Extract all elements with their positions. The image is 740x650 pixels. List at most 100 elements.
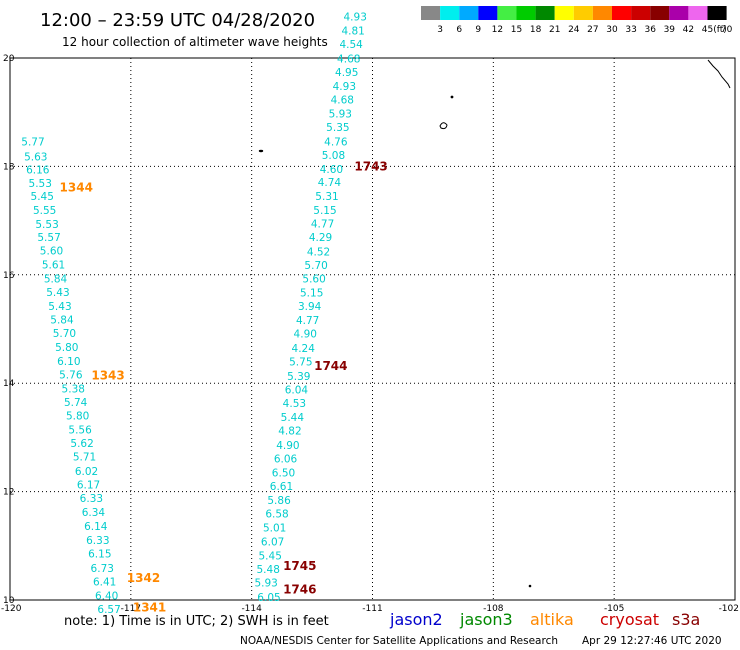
swh-value-label: 5.93	[254, 577, 277, 589]
swh-value-label: 5.38	[62, 383, 85, 395]
swh-value-label: 5.71	[73, 452, 96, 464]
swh-value-label: 5.48	[257, 564, 280, 576]
swh-value-label: 5.53	[35, 219, 58, 231]
color-scale-label: 36	[644, 25, 656, 35]
pass-time-label: 1745	[283, 559, 316, 573]
color-scale-swatch	[669, 6, 689, 20]
swh-value-label: 5.55	[33, 205, 56, 217]
swh-value-label: 6.33	[80, 493, 103, 505]
satellite-legend-item: jason2	[389, 610, 443, 629]
y-axis-tick-labels: 20 18 16 14 12 10	[3, 54, 15, 606]
color-scale-swatch	[707, 6, 727, 20]
swh-value-label: 5.15	[313, 205, 336, 217]
swh-value-label: 5.39	[287, 371, 310, 383]
color-scale-swatch	[650, 6, 670, 20]
swh-value-label: 4.74	[318, 177, 342, 189]
color-scale-swatch	[440, 6, 460, 20]
swh-value-label: 5.70	[53, 328, 76, 340]
color-scale-label: 21	[549, 25, 560, 35]
island-dot	[450, 95, 454, 99]
swh-value-label: 4.29	[309, 232, 332, 244]
swh-value-label: 6.10	[57, 356, 80, 368]
swh-value-label: 6.15	[88, 549, 111, 561]
satellite-legend-item: jason3	[459, 610, 513, 629]
swh-value-label: 5.35	[326, 122, 349, 134]
island-dot	[258, 149, 264, 153]
swh-value-label: 5.57	[37, 232, 60, 244]
swh-value-label: 4.95	[335, 67, 358, 79]
coastline-features	[258, 59, 731, 588]
plot-area: -120 -117 -114 -111 -108 -105 -102 20 18 16 14 12 1…	[1, 12, 739, 616]
swh-value-label: 5.62	[70, 438, 93, 450]
swh-value-label: 4.24	[292, 343, 316, 355]
x-tick-label: -117	[121, 604, 141, 614]
pass-time-label: 1343	[91, 368, 124, 382]
color-scale-swatch	[459, 6, 479, 20]
swh-value-labels: 5.775.636.165.535.455.555.535.575.605.61…	[21, 12, 367, 616]
color-scale-swatch	[573, 6, 593, 20]
swh-value-label: 4.68	[337, 53, 360, 65]
pass-time-label: 1744	[314, 359, 347, 373]
pass-time-label: 1746	[283, 582, 316, 596]
swh-value-label: 6.14	[84, 521, 108, 533]
swh-value-label: 6.40	[95, 590, 118, 602]
x-tick-label: -102	[719, 604, 739, 614]
color-scale-legend: 3 6 9 12 15 18 21 24 27 30 33 36 39 42 45 70(ft)	[421, 6, 733, 35]
pass-time-label: 1743	[354, 160, 387, 174]
swh-value-label: 6.06	[274, 453, 298, 465]
island-outline	[439, 122, 448, 130]
swh-value-label: 4.76	[324, 136, 348, 148]
color-scale-swatch	[478, 6, 498, 20]
swh-value-label: 4.93	[344, 12, 367, 24]
swh-value-label: 5.84	[44, 273, 68, 285]
color-scale-label: 30	[606, 25, 618, 35]
swh-value-label: 5.53	[29, 178, 52, 190]
color-scale-label: 27	[587, 25, 598, 35]
swh-value-label: 5.86	[267, 495, 291, 507]
pass-time-label: 1341	[133, 600, 166, 614]
swh-value-label: 6.73	[91, 563, 114, 575]
pass-time-label: 1344	[60, 180, 93, 194]
color-scale-label: 15	[511, 25, 522, 35]
swh-value-label: 5.84	[50, 315, 74, 327]
swh-value-label: 4.77	[296, 315, 319, 327]
pass-time-labels: 1344 1343 1342 1341 1743 1744 1745 1746	[60, 160, 388, 615]
color-scale-swatch	[497, 6, 517, 20]
x-tick-label: -120	[1, 604, 22, 614]
color-scale-swatch	[612, 6, 632, 20]
swh-value-label: 6.50	[272, 467, 295, 479]
x-tick-label: -114	[241, 604, 262, 614]
swh-value-label: 4.53	[283, 398, 306, 410]
y-tick-label: 12	[3, 488, 14, 498]
swh-value-label: 6.04	[285, 384, 309, 396]
color-scale-swatch	[631, 6, 651, 20]
swh-value-label: 6.33	[86, 535, 109, 547]
swh-value-label: 5.56	[68, 425, 92, 437]
color-scale-label: 39	[664, 25, 676, 35]
swh-value-label: 6.05	[257, 592, 280, 604]
color-scale-label: 33	[625, 25, 636, 35]
color-scale-swatch	[688, 6, 708, 20]
y-tick-label: 14	[3, 379, 15, 389]
swh-value-label: 5.61	[42, 259, 65, 271]
swh-value-label: 5.01	[263, 523, 286, 535]
swh-value-label: 5.75	[289, 356, 312, 368]
chart-title: 12:00 – 23:59 UTC 04/28/2020	[40, 10, 315, 31]
color-scale-label: 3	[437, 25, 443, 35]
swh-value-label: 6.34	[82, 507, 106, 519]
swh-value-label: 4.90	[276, 440, 299, 452]
coastline-segment	[707, 59, 731, 89]
color-scale-swatch	[421, 6, 441, 20]
swh-value-label: 5.93	[329, 109, 352, 121]
swh-value-label: 6.07	[261, 536, 284, 548]
color-scale-unit: (ft)	[713, 25, 727, 35]
swh-value-label: 4.54	[339, 39, 363, 51]
island-dot	[528, 584, 532, 588]
swh-value-label: 4.52	[307, 246, 330, 258]
color-scale-label: 12	[492, 25, 503, 35]
swh-value-label: 5.63	[24, 151, 47, 163]
swh-value-label: 5.76	[59, 369, 83, 381]
y-tick-label: 20	[3, 54, 15, 64]
swh-value-label: 6.61	[270, 481, 293, 493]
